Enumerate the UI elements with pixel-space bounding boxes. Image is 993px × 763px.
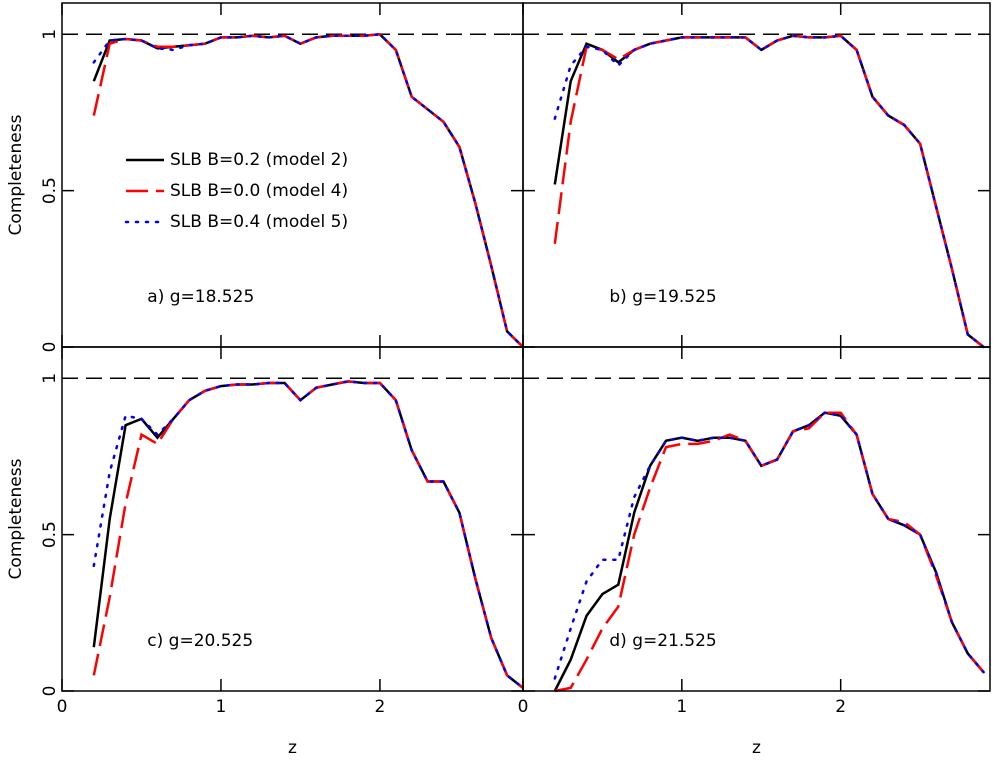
x-tick-label: 1 <box>216 697 227 717</box>
x-axis-label: z <box>752 738 761 758</box>
panel-frame <box>522 2 991 348</box>
y-tick-label: 0.5 <box>40 521 60 548</box>
panel-frame <box>61 2 524 348</box>
legend-label: SLB B=0.0 (model 4) <box>170 181 348 201</box>
annotation: c) g=20.525 <box>147 631 253 651</box>
annotation: b) g=19.525 <box>609 287 716 307</box>
legend-label: SLB B=0.2 (model 2) <box>170 150 348 170</box>
y-tick-label: 0.5 <box>40 177 60 204</box>
x-tick-label: 0 <box>57 697 68 717</box>
panel-frame <box>522 346 991 692</box>
y-axis-label: Completeness <box>6 458 26 579</box>
series-line <box>553 34 985 349</box>
x-tick-label: 1 <box>676 697 687 717</box>
annotation: d) g=21.525 <box>609 631 716 651</box>
series-line <box>553 411 985 680</box>
series-line <box>92 33 525 349</box>
x-axis-label: z <box>288 738 297 758</box>
y-axis-label: Completeness <box>6 114 26 235</box>
x-tick-label: 2 <box>835 697 846 717</box>
y-tick-label: 0 <box>40 686 60 697</box>
panel-frame <box>61 346 524 692</box>
series-line <box>92 380 525 690</box>
x-tick-label: 2 <box>375 697 386 717</box>
y-tick-label: 0 <box>40 342 60 353</box>
annotation: a) g=18.525 <box>147 287 254 307</box>
x-tick-label: 0 <box>518 697 529 717</box>
y-tick-label: 1 <box>40 29 60 40</box>
legend-label: SLB B=0.4 (model 5) <box>170 212 348 232</box>
y-tick-label: 1 <box>40 373 60 384</box>
